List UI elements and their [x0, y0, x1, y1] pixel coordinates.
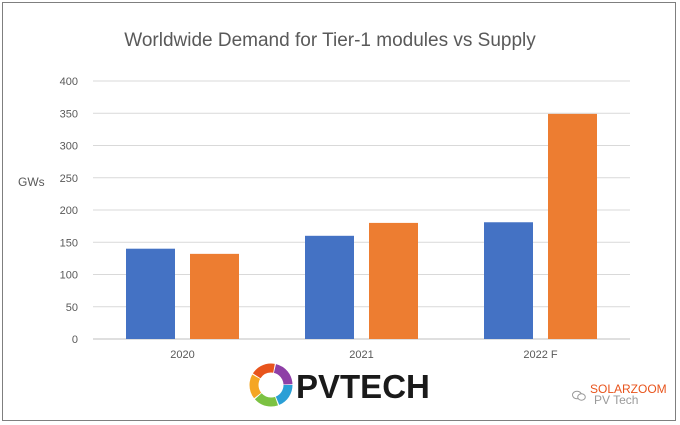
x-tick-label: 2021 [349, 349, 373, 361]
y-tick-label: 0 [72, 334, 78, 346]
x-tick-label: 2020 [170, 349, 194, 361]
bar-1-2020 [126, 248, 175, 339]
y-tick-label: 200 [60, 205, 78, 217]
x-axis-ticks: 2020 2021 2022 F [170, 349, 558, 361]
wechat-icon [572, 391, 586, 402]
y-tick-label: 300 [60, 141, 78, 153]
x-tick-label: 2022 F [523, 349, 558, 361]
watermark-secondary: PV Tech [594, 393, 639, 407]
pvtech-ring-logo-icon [249, 363, 293, 407]
pvtech-logo: PVTECH [248, 362, 448, 412]
bar-1-2021 [305, 235, 354, 339]
y-tick-label: 250 [60, 173, 78, 185]
bars [126, 113, 597, 340]
watermark-primary: SOLARZOOM [590, 382, 667, 396]
watermark: SOLARZOOM PV Tech [572, 382, 667, 407]
bar-1-2022-f [484, 222, 533, 339]
y-tick-label: 150 [60, 237, 78, 249]
y-axis-ticks: 0 50 100 150 200 250 300 350 400 [60, 76, 78, 346]
y-tick-label: 50 [66, 302, 78, 314]
y-tick-label: 400 [60, 76, 78, 88]
bar-2-2020 [190, 253, 239, 339]
bar-2-2022-f [548, 113, 597, 340]
pvtech-logo-text: PVTECH [296, 368, 430, 405]
y-tick-label: 350 [60, 108, 78, 120]
gridlines [93, 80, 630, 340]
y-tick-label: 100 [60, 270, 78, 282]
chart-title: Worldwide Demand for Tier-1 modules vs S… [124, 30, 536, 51]
y-axis-label: GWs [18, 175, 45, 189]
bar-2-2021 [369, 222, 418, 339]
